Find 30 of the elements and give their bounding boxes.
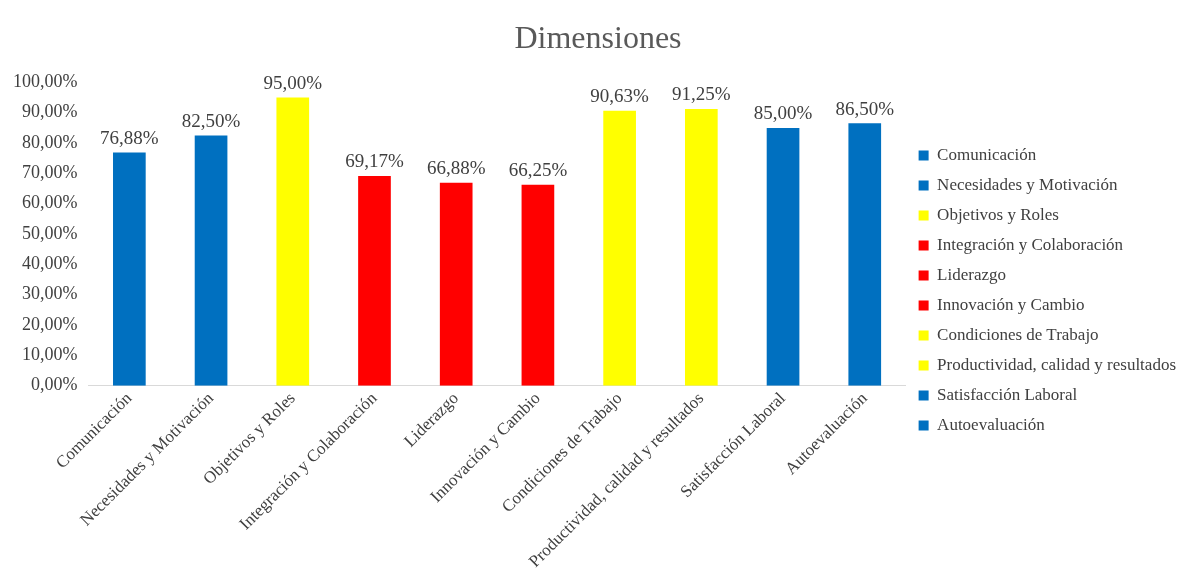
y-tick-label: 100,00%	[12, 71, 78, 92]
data-label: 82,50%	[181, 109, 241, 131]
data-label: 66,25%	[508, 159, 568, 181]
legend-label: Comunicación	[937, 144, 1037, 164]
y-tick-label: 0,00%	[30, 374, 78, 395]
y-tick-label: 60,00%	[21, 192, 78, 213]
y-tick-label: 20,00%	[21, 313, 78, 334]
y-tick-label: 80,00%	[21, 131, 78, 152]
legend-label: Condiciones de Trabajo	[937, 324, 1099, 344]
data-label: 85,00%	[753, 102, 813, 124]
legend-label: Objetivos y Roles	[937, 204, 1059, 224]
data-label: 66,88%	[426, 157, 486, 179]
data-label: 76,88%	[100, 127, 159, 148]
legend-label: Necesidades y Motivación	[937, 174, 1118, 194]
y-tick-label: 50,00%	[21, 222, 78, 243]
legend-label: Liderazgo	[937, 264, 1007, 284]
legend-label: Integración y Colaboración	[937, 234, 1124, 254]
legend-label: Productividad, calidad y resultados	[937, 354, 1176, 374]
chart-title: Dimensiones	[514, 18, 682, 55]
y-tick-label: 30,00%	[21, 283, 78, 304]
y-tick-label: 90,00%	[21, 101, 78, 122]
data-label: 95,00%	[263, 72, 323, 94]
data-label: 91,25%	[672, 83, 731, 105]
y-tick-label: 10,00%	[21, 344, 78, 365]
legend-label: Innovación y Cambio	[937, 294, 1085, 314]
data-label: 86,50%	[835, 97, 895, 119]
data-label: 69,17%	[345, 150, 404, 172]
y-tick-label: 40,00%	[21, 253, 78, 274]
y-tick-label: 70,00%	[21, 162, 78, 183]
data-label: 90,63%	[590, 85, 650, 107]
